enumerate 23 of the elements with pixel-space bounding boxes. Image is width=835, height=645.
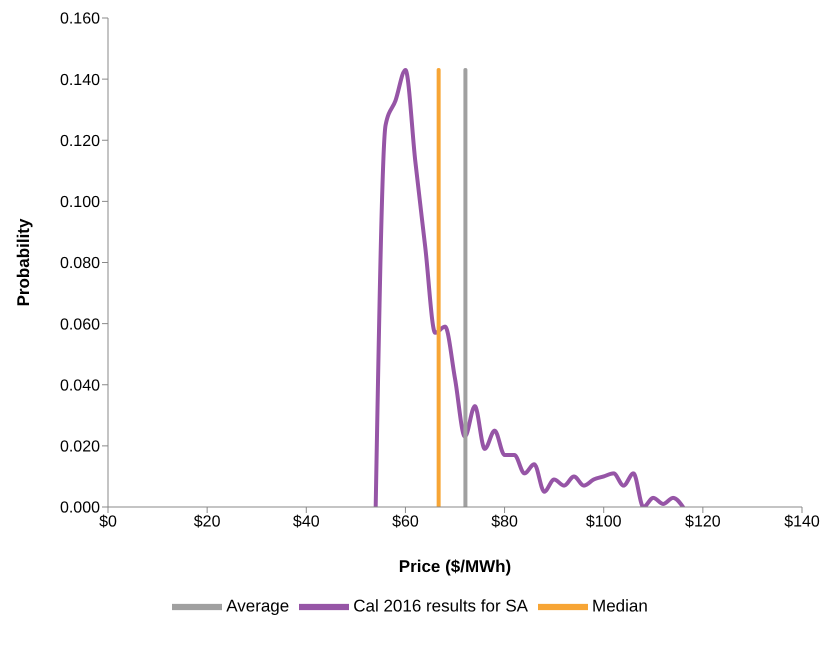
y-tick-label: 0.040 xyxy=(60,377,100,394)
x-tick-label: $140 xyxy=(784,513,820,530)
y-tick-label: 0.060 xyxy=(60,316,100,334)
x-tick-label: $0 xyxy=(99,513,117,530)
x-tick-label: $120 xyxy=(685,513,721,530)
line-series xyxy=(374,68,686,507)
y-tick-label: 0.080 xyxy=(60,255,100,272)
legend-label: Average xyxy=(226,596,290,616)
y-tick-label: 0.100 xyxy=(60,194,100,212)
legend-label: Cal 2016 results for SA xyxy=(353,596,528,616)
y-tick-label: 0.020 xyxy=(60,438,100,456)
x-tick-label: $100 xyxy=(586,513,622,530)
x-tick-label: $80 xyxy=(491,513,518,530)
x-tick-label: $60 xyxy=(392,513,419,530)
y-tick-label: 0.000 xyxy=(60,500,100,517)
y-tick-label: 0.140 xyxy=(60,72,100,89)
x-tick-label: $20 xyxy=(194,513,221,530)
x-tick-label: $40 xyxy=(292,513,320,530)
x-axis-title: Price ($/MWh) xyxy=(398,557,512,576)
y-axis-title: Probability xyxy=(14,218,34,306)
y-tick-label: 0.120 xyxy=(60,132,100,150)
y-tick-label: 0.160 xyxy=(60,10,100,28)
legend-label: Median xyxy=(592,596,648,616)
